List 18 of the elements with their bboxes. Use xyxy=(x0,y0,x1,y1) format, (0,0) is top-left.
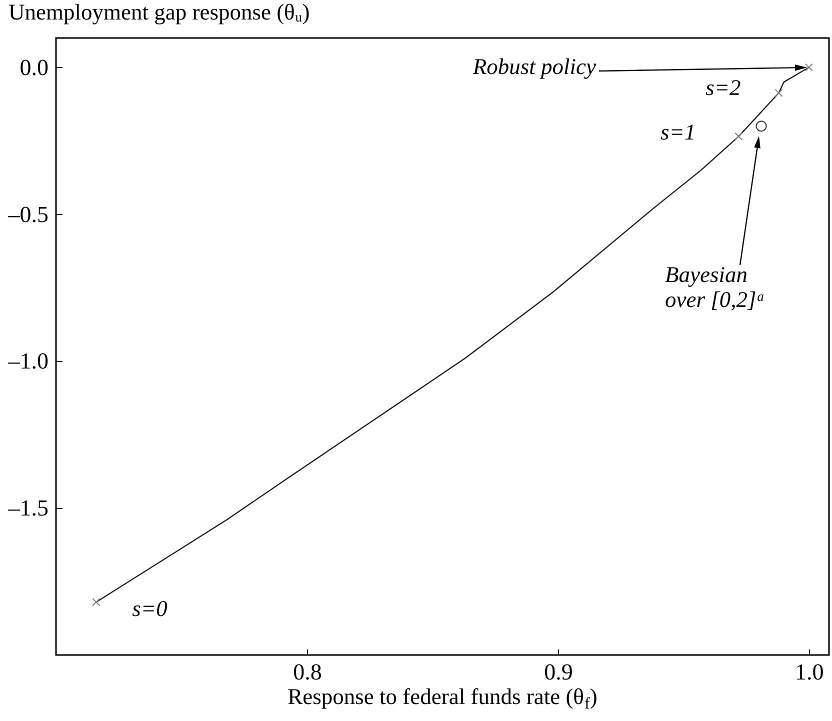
y-tick-label: –1.0 xyxy=(7,348,48,374)
y-tick-label: 0.0 xyxy=(20,54,48,80)
point xyxy=(734,132,743,141)
annotation: s=2 xyxy=(706,74,741,100)
y-tick-label: –1.5 xyxy=(7,496,48,521)
point xyxy=(92,598,100,606)
annotation: Robust policy xyxy=(472,54,596,79)
annotation: s=1 xyxy=(660,119,696,144)
annotation: s=0 xyxy=(132,596,168,622)
y-tick-label: –0.5 xyxy=(7,202,48,227)
point xyxy=(756,120,767,132)
point xyxy=(804,63,814,72)
annotation: Bayesian over [0,2]ᵃ xyxy=(665,262,766,312)
x-tick-label: 0.9 xyxy=(544,660,573,684)
x-tick-label: 1.0 xyxy=(795,660,824,684)
y-axis-title: Unemployment gap response (θᵤ) xyxy=(8,0,310,24)
x-tick-label: 0.8 xyxy=(293,660,322,684)
point xyxy=(774,88,783,98)
